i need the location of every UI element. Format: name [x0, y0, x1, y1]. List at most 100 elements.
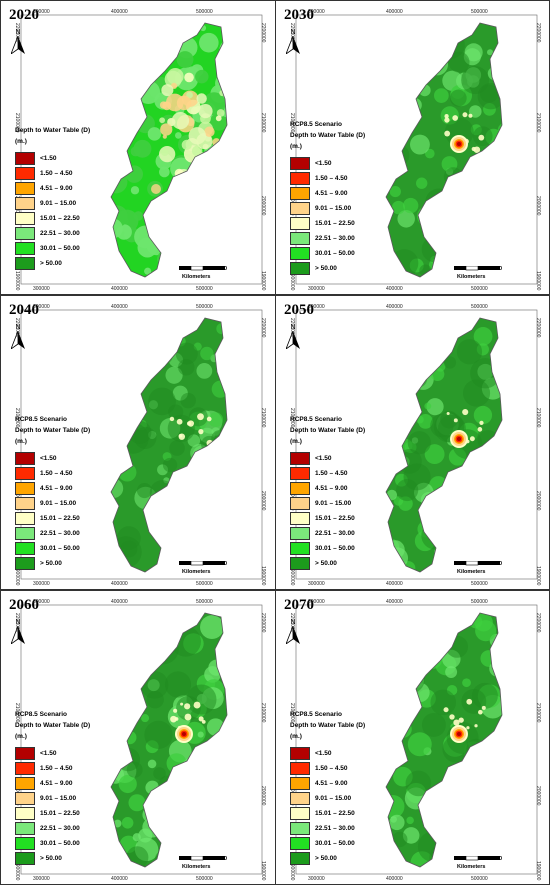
legend-swatch [290, 262, 310, 275]
legend-item: 9.01 – 15.00 [290, 496, 365, 511]
legend-swatch [290, 452, 310, 465]
north-label: N [290, 324, 296, 331]
x-tick-top: 500000 [471, 9, 488, 15]
legend: RCP8.5 Scenario Depth to Water Table (D) (… [290, 119, 365, 276]
y-tick-right: 2000000 [535, 491, 541, 511]
legend-item: 1.50 – 4.50 [15, 761, 90, 776]
legend-item-label: <1.50 [315, 455, 332, 462]
legend-item: 1.50 – 4.50 [290, 466, 365, 481]
legend-swatch [15, 792, 35, 805]
legend: RCP8.5 Scenario Depth to Water Table (D) (… [15, 709, 90, 866]
north-arrow-icon: N [285, 29, 300, 59]
legend-title: Depth to Water Table (D) [290, 722, 366, 729]
legend-item: 15.01 – 22.50 [290, 216, 365, 231]
legend-swatch [290, 467, 310, 480]
legend-item-label: 30.01 – 50.00 [40, 545, 80, 552]
x-tick-bottom: 300000 [33, 876, 50, 882]
legend-item: <1.50 [15, 151, 90, 166]
legend-swatch [290, 232, 310, 245]
legend-swatch [290, 762, 310, 775]
depth-surface [111, 613, 227, 867]
x-tick-top: 500000 [196, 304, 213, 310]
panel-year-label: 2030 [284, 7, 314, 23]
legend-item-label: 9.01 – 15.00 [40, 795, 77, 802]
legend-item-label: 4.51 – 9.00 [40, 780, 73, 787]
x-tick-bottom: 500000 [196, 876, 213, 882]
legend-item-label: 15.01 – 22.50 [40, 515, 80, 522]
scale-unit: Kilometers [182, 569, 211, 575]
north-label: N [290, 29, 296, 36]
legend-scenario: RCP8.5 Scenario [290, 416, 343, 423]
legend-item: 9.01 – 15.00 [290, 201, 365, 216]
scale-bar: 02550Kilometers [179, 856, 239, 870]
legend-item: > 50.00 [290, 261, 365, 276]
legend-item: > 50.00 [290, 556, 365, 571]
legend-item-label: 4.51 – 9.00 [315, 485, 348, 492]
map-panel-2060: 2060 N 300000 300000 400000 400000 500000 50000… [0, 590, 277, 885]
y-tick-right: 2200000 [535, 613, 541, 633]
x-tick-top: 500000 [196, 9, 213, 15]
legend-item: 1.50 – 4.50 [15, 166, 90, 181]
legend-item: 22.51 – 30.00 [290, 231, 365, 246]
legend-swatch [15, 837, 35, 850]
panel-year-label: 2060 [9, 597, 39, 613]
legend-swatch [15, 467, 35, 480]
legend-unit: (m.) [290, 143, 302, 150]
y-tick-left: 2200000 [14, 318, 20, 338]
y-tick-right: 2200000 [535, 318, 541, 338]
legend-title: Depth to Water Table (D) [15, 722, 91, 729]
legend-item: 30.01 – 50.00 [15, 241, 90, 256]
legend-title: Depth to Water Table (D) [290, 427, 366, 434]
legend-item: 4.51 – 9.00 [290, 186, 365, 201]
scale-bar: 02550Kilometers [179, 266, 239, 280]
map-canvas [295, 14, 538, 285]
legend: RCP8.5 Scenario Depth to Water Table (D) (… [290, 414, 365, 571]
x-tick-top: 500000 [471, 304, 488, 310]
legend-item: 15.01 – 22.50 [290, 806, 365, 821]
legend-unit: (m.) [290, 733, 302, 740]
north-arrow-icon: N [10, 324, 25, 354]
legend-item-label: 15.01 – 22.50 [40, 215, 80, 222]
legend-item: 22.51 – 30.00 [290, 526, 365, 541]
x-tick-bottom: 400000 [386, 876, 403, 882]
legend-item: 9.01 – 15.00 [290, 791, 365, 806]
map-canvas [295, 604, 538, 875]
north-label: N [15, 29, 21, 36]
map-panel-2040: 2040 N 300000 300000 400000 400000 500000 50000… [0, 295, 277, 590]
legend-scenario: RCP8.5 Scenario [290, 711, 343, 718]
legend-swatch [15, 257, 35, 270]
scale-bar: 02550Kilometers [179, 561, 239, 575]
legend-swatch [15, 542, 35, 555]
x-tick-top: 400000 [111, 599, 128, 605]
scale-bar-row: Kilometers [179, 266, 239, 280]
legend-item-label: <1.50 [315, 160, 332, 167]
y-tick-right: 2100000 [260, 113, 266, 133]
x-tick-top: 300000 [308, 304, 325, 310]
legend-scenario: RCP8.5 Scenario [15, 416, 68, 423]
x-tick-bottom: 500000 [196, 286, 213, 292]
legend-unit: (m.) [15, 438, 27, 445]
north-arrow-icon: N [10, 619, 25, 649]
legend-item-label: <1.50 [315, 750, 332, 757]
legend-swatch [290, 217, 310, 230]
legend-item: 4.51 – 9.00 [290, 481, 365, 496]
legend-swatch [290, 247, 310, 260]
legend-item: 15.01 – 22.50 [15, 806, 90, 821]
legend-item: 15.01 – 22.50 [290, 511, 365, 526]
legend-swatch [290, 822, 310, 835]
legend-swatch [290, 557, 310, 570]
legend-item: 4.51 – 9.00 [290, 776, 365, 791]
y-tick-right: 2100000 [260, 408, 266, 428]
x-tick-bottom: 500000 [471, 876, 488, 882]
north-label: N [290, 619, 296, 626]
legend-swatch [15, 762, 35, 775]
legend-item-label: 1.50 – 4.50 [315, 765, 348, 772]
x-tick-bottom: 300000 [33, 286, 50, 292]
scale-unit: Kilometers [182, 274, 211, 280]
legend-item: <1.50 [15, 451, 90, 466]
map-panel-2030: 2030 N 300000 300000 400000 400000 500000 50000… [275, 0, 550, 295]
y-tick-right: 2100000 [535, 408, 541, 428]
legend-swatch [290, 482, 310, 495]
legend-item: <1.50 [15, 746, 90, 761]
legend-item: 30.01 – 50.00 [290, 836, 365, 851]
